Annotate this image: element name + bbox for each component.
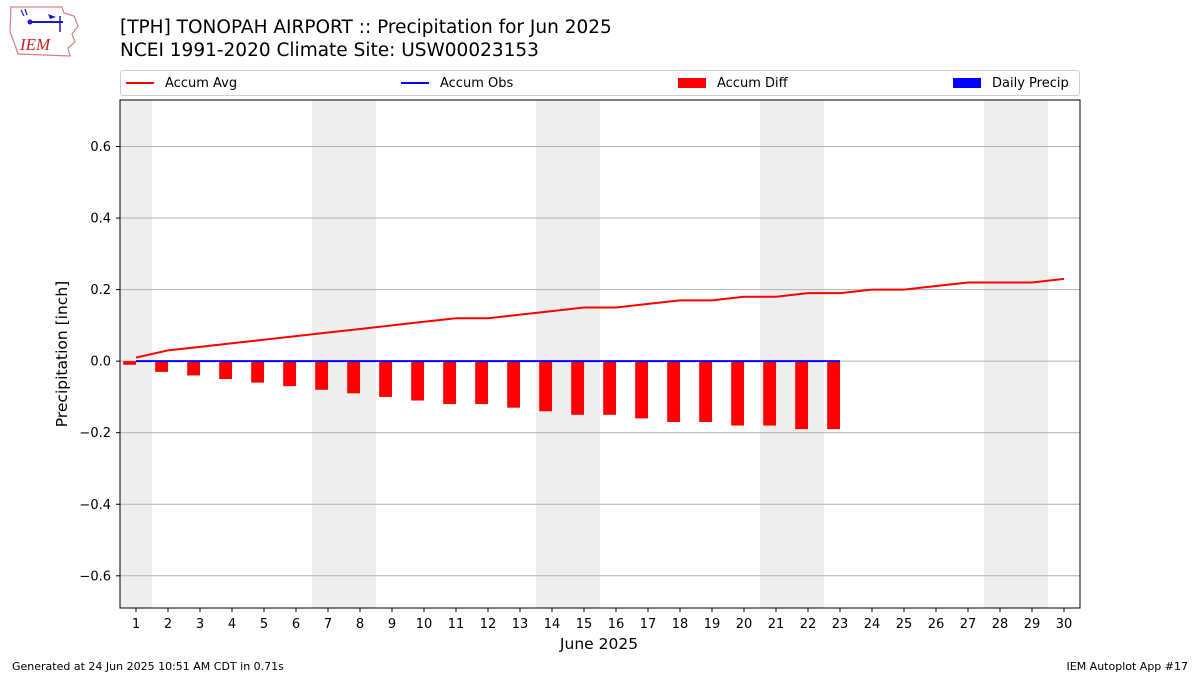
x-tick-label: 25	[896, 617, 913, 632]
x-tick-label: 21	[768, 617, 785, 632]
accum-diff-bar	[635, 361, 648, 419]
weekend-shade	[536, 100, 600, 608]
iem-logo: IEM	[9, 6, 79, 57]
x-tick-label: 11	[448, 617, 465, 632]
accum-diff-bar	[571, 361, 584, 415]
x-tick-label: 6	[292, 617, 300, 632]
legend-item-accum-avg: Accum Avg	[126, 71, 237, 95]
accum-diff-bar	[283, 361, 296, 387]
x-tick-label: 10	[416, 617, 433, 632]
legend-swatch-accum-diff	[678, 78, 706, 88]
accum-diff-bar	[763, 361, 776, 426]
accum-diff-bar	[443, 361, 456, 405]
x-tick-label: 1	[132, 617, 140, 632]
chart-title-line1: [TPH] TONOPAH AIRPORT :: Precipitation f…	[120, 17, 612, 38]
accum-diff-bar	[187, 361, 200, 376]
x-tick-label: 28	[992, 617, 1009, 632]
accum-diff-bar	[315, 361, 328, 390]
accum-diff-bar	[347, 361, 360, 394]
weekend-shade	[312, 100, 376, 608]
legend-item-accum-diff: Accum Diff	[678, 71, 788, 95]
y-axis-label: Precipitation [inch]	[53, 281, 71, 427]
y-tick-label: −0.4	[79, 498, 111, 513]
x-tick-label: 30	[1056, 617, 1073, 632]
x-tick-label: 22	[800, 617, 817, 632]
x-tick-label: 26	[928, 617, 945, 632]
legend-label-accum-avg: Accum Avg	[165, 75, 238, 91]
legend-swatch-accum-obs	[401, 82, 429, 84]
legend-label-accum-obs: Accum Obs	[440, 75, 514, 91]
footer-app-label: IEM Autoplot App #17	[1066, 660, 1189, 673]
x-tick-label: 9	[388, 617, 396, 632]
legend-label-accum-diff: Accum Diff	[717, 75, 788, 91]
legend-label-daily-precip: Daily Precip	[992, 75, 1069, 91]
y-tick-label: 0.2	[90, 283, 111, 298]
x-tick-label: 27	[960, 617, 977, 632]
accum-diff-bar	[251, 361, 264, 383]
x-tick-label: 18	[672, 617, 689, 632]
x-tick-label: 24	[864, 617, 881, 632]
x-tick-label: 12	[480, 617, 497, 632]
accum-diff-bar	[507, 361, 520, 408]
accum-diff-bar	[827, 361, 840, 430]
x-tick-label: 7	[324, 617, 332, 632]
x-tick-label: 29	[1024, 617, 1041, 632]
legend-item-accum-obs: Accum Obs	[401, 71, 513, 95]
accum-diff-bar	[539, 361, 552, 412]
chart-title-line2: NCEI 1991-2020 Climate Site: USW00023153	[120, 40, 539, 61]
x-axis-label: June 2025	[559, 635, 638, 653]
x-tick-label: 13	[512, 617, 529, 632]
legend-item-daily-precip: Daily Precip	[953, 71, 1069, 95]
x-tick-label: 23	[832, 617, 849, 632]
accum-diff-bar	[219, 361, 232, 380]
y-tick-label: −0.6	[79, 569, 111, 584]
accum-diff-bar	[475, 361, 488, 405]
accum-diff-bar	[603, 361, 616, 415]
y-tick-label: 0.4	[90, 212, 111, 227]
accum-diff-bar	[731, 361, 744, 426]
x-tick-label: 3	[196, 617, 204, 632]
accum-diff-bar	[667, 361, 680, 422]
x-tick-label: 14	[544, 617, 561, 632]
accum-diff-bar	[795, 361, 808, 430]
x-tick-label: 5	[260, 617, 268, 632]
y-tick-label: 0.0	[90, 355, 111, 370]
y-tick-label: 0.6	[90, 140, 111, 155]
x-tick-label: 8	[356, 617, 364, 632]
accum-avg-line	[135, 277, 1065, 359]
x-tick-label: 16	[608, 617, 625, 632]
x-tick-label: 2	[164, 617, 172, 632]
accum-diff-bar	[411, 361, 424, 401]
x-tick-label: 20	[736, 617, 753, 632]
legend-swatch-accum-avg	[126, 82, 154, 84]
footer-generated-text: Generated at 24 Jun 2025 10:51 AM CDT in…	[12, 660, 284, 673]
x-tick-label: 15	[576, 617, 593, 632]
chart-legend: Accum Avg Accum Obs Accum Diff Daily Pre…	[120, 70, 1080, 96]
accum-diff-bar	[123, 361, 136, 365]
x-tick-label: 19	[704, 617, 721, 632]
accum-diff-bar	[155, 361, 168, 372]
svg-text:IEM: IEM	[19, 35, 51, 54]
weekend-shade	[760, 100, 824, 608]
accum-diff-bar	[379, 361, 392, 397]
weekend-shade	[120, 100, 152, 608]
x-tick-label: 17	[640, 617, 657, 632]
y-tick-label: −0.2	[79, 426, 111, 441]
plot-frame	[119, 99, 1081, 609]
legend-swatch-daily-precip	[953, 78, 981, 88]
x-tick-label: 4	[228, 617, 236, 632]
weekend-shade	[984, 100, 1048, 608]
accum-diff-bar	[699, 361, 712, 422]
